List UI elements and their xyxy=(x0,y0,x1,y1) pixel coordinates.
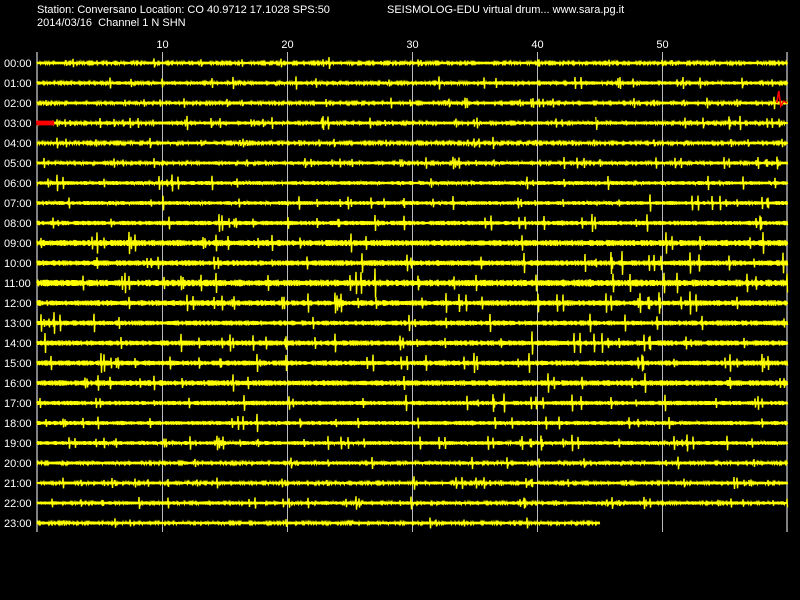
tick-label-30: 30 xyxy=(406,39,418,51)
hour-label-2100: 21:00 xyxy=(4,478,32,490)
event-0300-start xyxy=(36,120,55,126)
hour-labels: 00:00 01:00 02:00 03:00 04:00 05:00 06:00 07:00… xyxy=(4,58,32,530)
trace-1400 xyxy=(36,331,789,355)
hour-label-1800: 18:00 xyxy=(4,418,32,430)
hour-label-0300: 03:00 xyxy=(4,118,32,130)
trace-2300 xyxy=(36,517,601,529)
trace-1500 xyxy=(36,352,789,374)
hour-label-1700: 17:00 xyxy=(4,398,32,410)
trace-0500 xyxy=(36,156,789,170)
hour-label-1300: 13:00 xyxy=(4,318,32,330)
trace-1900 xyxy=(36,434,789,452)
hour-label-0800: 08:00 xyxy=(4,218,32,230)
trace-0000 xyxy=(36,57,789,69)
trace-0600 xyxy=(36,174,789,192)
hour-label-0200: 02:00 xyxy=(4,98,32,110)
trace-1300 xyxy=(36,312,789,334)
hour-label-2300: 23:00 xyxy=(4,518,32,530)
spike-0300 xyxy=(595,116,599,131)
trace-0300 xyxy=(36,115,789,131)
grid xyxy=(36,52,788,532)
hour-label-1900: 19:00 xyxy=(4,438,32,450)
hour-label-1200: 12:00 xyxy=(4,298,32,310)
hour-label-2000: 20:00 xyxy=(4,458,32,470)
hour-label-1400: 14:00 xyxy=(4,338,32,350)
hour-label-2200: 22:00 xyxy=(4,498,32,510)
tick-label-10: 10 xyxy=(156,39,168,51)
trace-1600 xyxy=(36,373,789,393)
minute-tick-labels: 10 20 30 40 50 xyxy=(156,39,668,51)
trace-0900 xyxy=(36,231,789,255)
event-0200 xyxy=(775,90,788,109)
station-info: Station: Conversano Location: CO 40.9712… xyxy=(37,4,330,16)
trace-2200 xyxy=(36,496,789,510)
trace-1000 xyxy=(36,251,789,275)
trace-2000 xyxy=(36,456,789,470)
hour-label-0000: 00:00 xyxy=(4,58,32,70)
date-channel-info: 2014/03/16 Channel 1 N SHN xyxy=(37,17,186,29)
hour-label-0900: 09:00 xyxy=(4,238,32,250)
trace-2100 xyxy=(36,476,789,490)
hour-label-0500: 05:00 xyxy=(4,158,32,170)
trace-1200 xyxy=(36,291,789,315)
hour-label-1600: 16:00 xyxy=(4,378,32,390)
tick-label-40: 40 xyxy=(531,39,543,51)
trace-1800 xyxy=(36,413,789,433)
hour-label-0700: 07:00 xyxy=(4,198,32,210)
trace-0800 xyxy=(36,213,789,233)
trace-0200 xyxy=(36,96,789,110)
trace-1700 xyxy=(36,393,789,413)
hour-label-0400: 04:00 xyxy=(4,138,32,150)
drum-title: SEISMOLOG-EDU virtual drum... www.sara.p… xyxy=(387,4,625,16)
trace-0100 xyxy=(36,76,789,90)
hour-label-0100: 01:00 xyxy=(4,78,32,90)
hour-label-1100: 11:00 xyxy=(4,278,31,290)
tick-label-50: 50 xyxy=(656,39,668,51)
hour-label-1000: 10:00 xyxy=(4,258,32,270)
hour-label-0600: 06:00 xyxy=(4,178,32,190)
trace-0400 xyxy=(36,136,789,150)
trace-0700 xyxy=(36,194,789,212)
tick-label-20: 20 xyxy=(281,39,293,51)
traces xyxy=(36,57,789,529)
hour-label-1500: 15:00 xyxy=(4,358,32,370)
trace-1100 xyxy=(36,268,789,298)
